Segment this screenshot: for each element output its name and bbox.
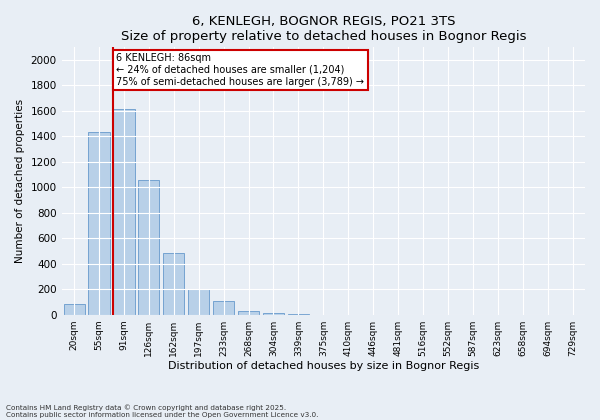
- Bar: [113, 109, 134, 315]
- Bar: [163, 253, 184, 315]
- Title: 6, KENLEGH, BOGNOR REGIS, PO21 3TS
Size of property relative to detached houses : 6, KENLEGH, BOGNOR REGIS, PO21 3TS Size …: [121, 15, 526, 43]
- Bar: [288, 314, 309, 315]
- X-axis label: Distribution of detached houses by size in Bognor Regis: Distribution of detached houses by size …: [168, 361, 479, 371]
- Bar: [263, 313, 284, 315]
- Bar: [188, 289, 209, 315]
- Bar: [64, 304, 85, 315]
- Bar: [213, 301, 234, 315]
- Text: Contains HM Land Registry data © Crown copyright and database right 2025.
Contai: Contains HM Land Registry data © Crown c…: [6, 404, 319, 418]
- Bar: [138, 179, 160, 315]
- Bar: [238, 311, 259, 315]
- Y-axis label: Number of detached properties: Number of detached properties: [15, 99, 25, 263]
- Bar: [88, 132, 110, 315]
- Text: 6 KENLEGH: 86sqm
← 24% of detached houses are smaller (1,204)
75% of semi-detach: 6 KENLEGH: 86sqm ← 24% of detached house…: [116, 53, 364, 87]
